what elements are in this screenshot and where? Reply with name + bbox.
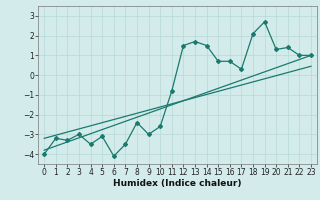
- X-axis label: Humidex (Indice chaleur): Humidex (Indice chaleur): [113, 179, 242, 188]
